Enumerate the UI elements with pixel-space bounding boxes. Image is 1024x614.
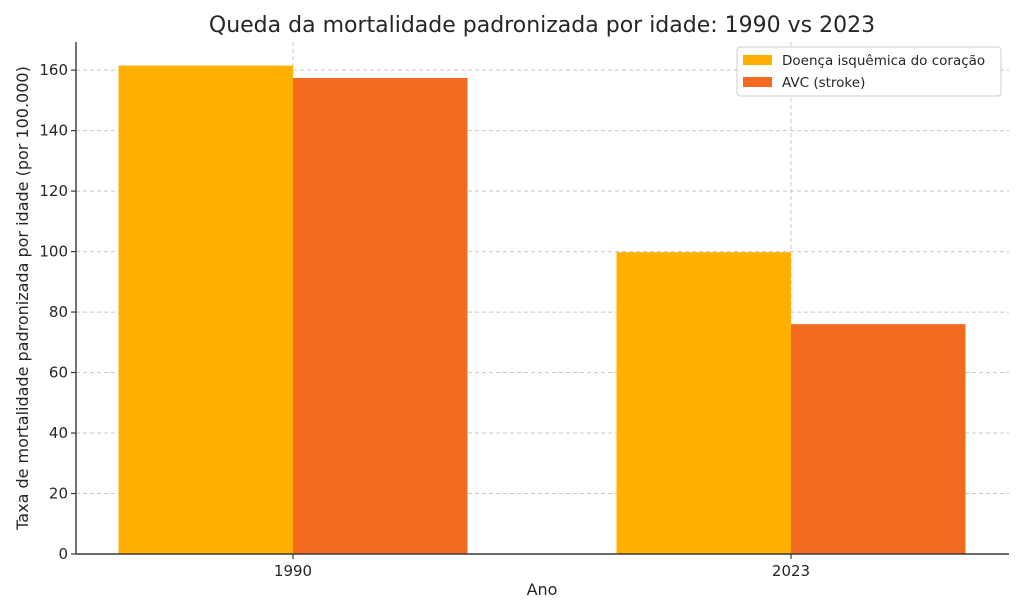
bar-ihd-1990 xyxy=(118,65,293,554)
x-axis-ticks: 1990 2023 xyxy=(274,554,810,580)
y-tick-label: 40 xyxy=(49,424,68,442)
legend-label-stroke: AVC (stroke) xyxy=(782,75,865,91)
x-tick-label: 1990 xyxy=(274,562,312,580)
x-axis-label: Ano xyxy=(527,580,558,599)
y-tick-label: 60 xyxy=(49,364,68,382)
legend-label-ihd: Doença isquêmica do coração xyxy=(782,53,985,69)
x-tick-label: 2023 xyxy=(772,562,810,580)
y-tick-label: 0 xyxy=(58,545,68,563)
y-axis-ticks: 0 20 40 60 80 100 120 140 160 xyxy=(39,61,76,563)
chart-title: Queda da mortalidade padronizada por ida… xyxy=(209,13,875,38)
legend-swatch-stroke xyxy=(743,77,772,87)
legend-swatch-ihd xyxy=(743,55,772,65)
y-axis-label: Taxa de mortalidade padronizada por idad… xyxy=(13,66,32,531)
y-tick-label: 100 xyxy=(39,243,68,261)
bar-ihd-2023 xyxy=(616,252,791,554)
y-tick-label: 120 xyxy=(39,182,68,200)
bars xyxy=(118,65,966,554)
bar-stroke-2023 xyxy=(791,324,966,554)
bar-stroke-1990 xyxy=(293,77,468,554)
legend-box xyxy=(736,46,1002,97)
y-tick-label: 80 xyxy=(49,303,68,321)
legend: Doença isquêmica do coração AVC (stroke) xyxy=(736,46,1002,97)
y-tick-label: 140 xyxy=(39,122,68,140)
y-tick-label: 160 xyxy=(39,61,68,79)
y-tick-label: 20 xyxy=(49,485,68,503)
